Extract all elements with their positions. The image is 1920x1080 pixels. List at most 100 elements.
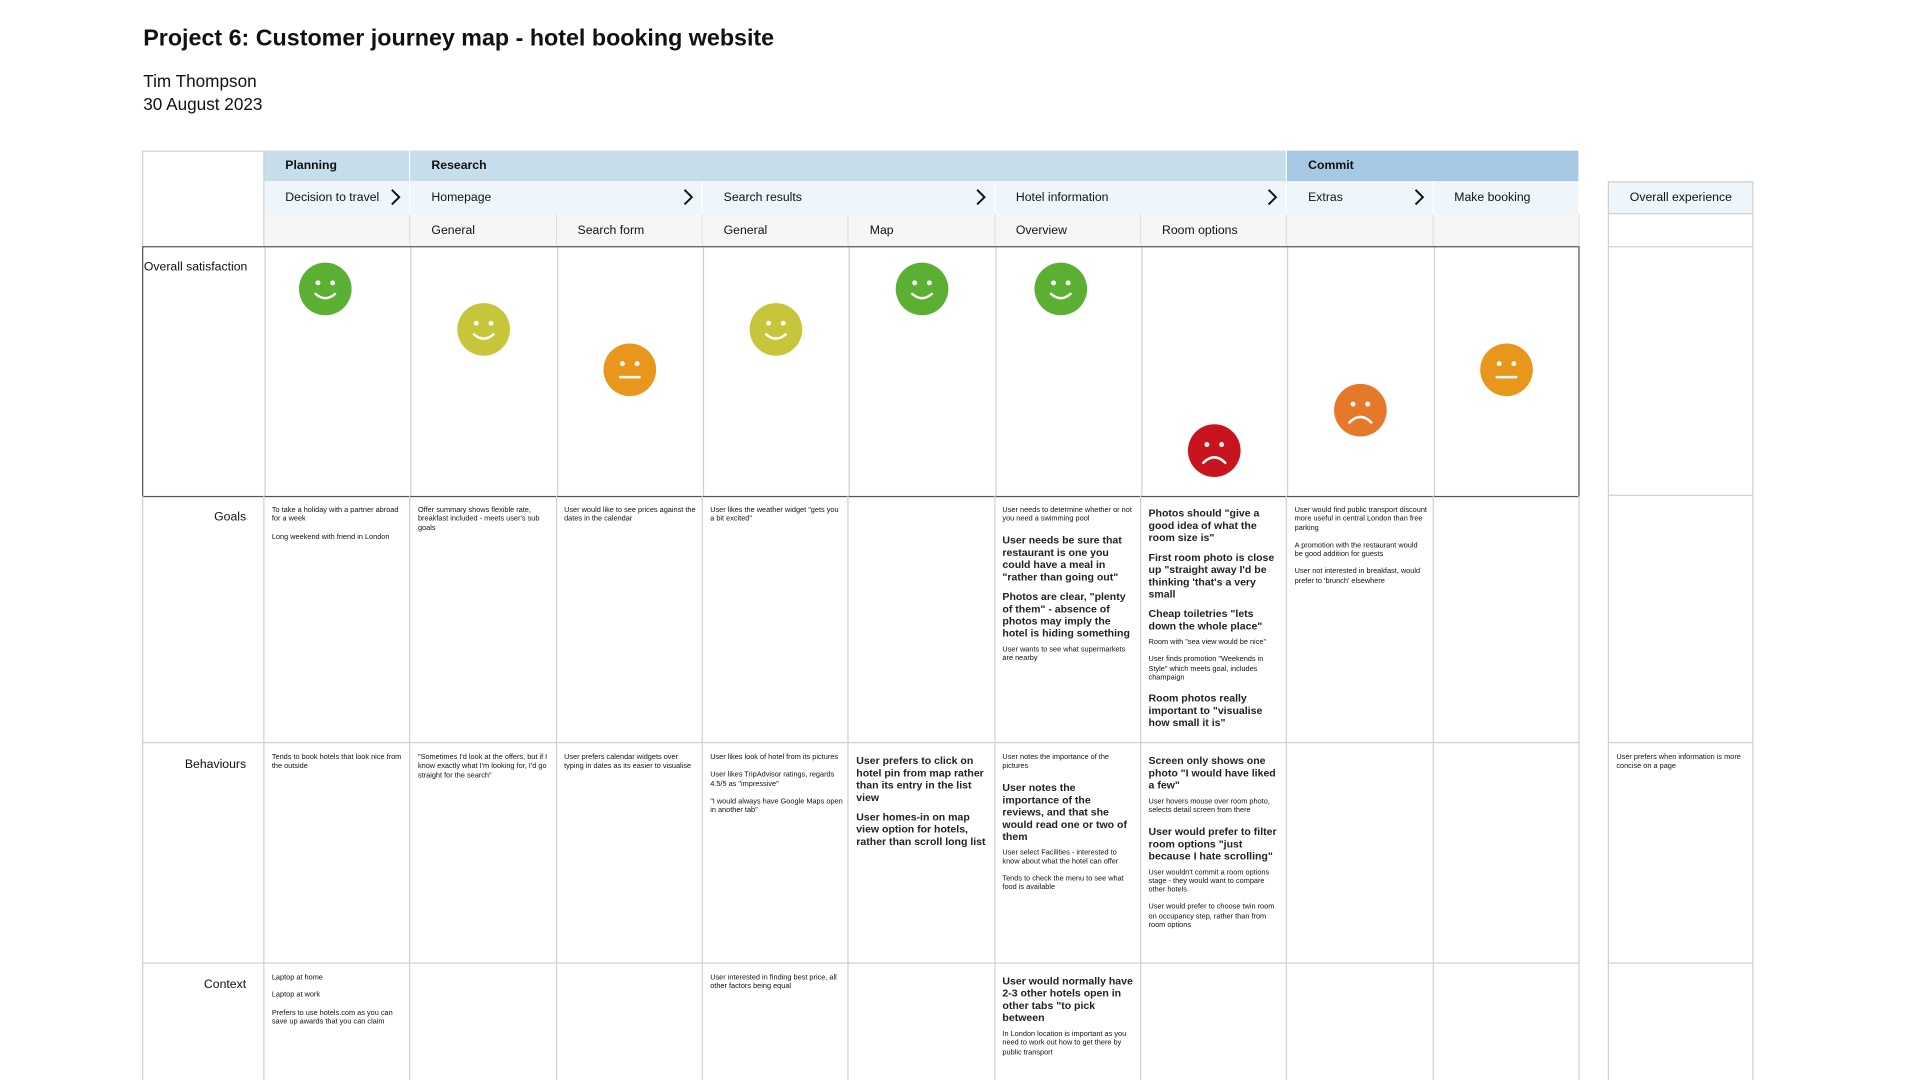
face-mouth	[1202, 456, 1227, 465]
lane-cell: User notes the importance of the picture…	[995, 743, 1142, 964]
satisfaction-cell	[556, 246, 703, 496]
label-column-header	[142, 150, 265, 247]
face-disc	[457, 303, 510, 356]
note: User not interested in breakfast, would …	[1294, 568, 1421, 586]
note: User notes the importance of the picture…	[1002, 754, 1110, 771]
face-eye	[1496, 361, 1502, 367]
face-disc	[1034, 262, 1088, 316]
step-arrow	[391, 189, 401, 206]
note: User select Facilities - interested to k…	[1002, 849, 1119, 866]
note: User finds promotion "Weekends in Style"…	[1148, 656, 1264, 682]
note: User needs be sure that restaurant is on…	[1002, 533, 1122, 583]
note: User likes look of hotel from its pictur…	[710, 754, 838, 762]
step-header: Extras	[1287, 181, 1434, 215]
face-disc	[603, 343, 657, 397]
note: User prefers when information is more co…	[1616, 754, 1741, 771]
step-arrow	[1268, 189, 1278, 206]
lane-cell	[1141, 963, 1288, 1080]
face-disc	[895, 262, 949, 316]
note: User would find public transport discoun…	[1294, 506, 1427, 533]
satisfaction-cell	[995, 246, 1141, 496]
note: First room photo is close up "straight a…	[1148, 551, 1275, 601]
lane-cell	[1433, 963, 1580, 1080]
face	[1034, 262, 1088, 316]
step-arrow	[976, 189, 986, 206]
note: User interested in finding best price, a…	[710, 974, 837, 991]
lane-cell	[1287, 963, 1434, 1080]
note: Laptop at work	[271, 992, 321, 1000]
substep-header: Search form	[556, 214, 703, 247]
substep-header	[1433, 214, 1580, 247]
face-eye	[1350, 401, 1356, 407]
substep-header: Map	[848, 214, 996, 247]
satisfaction-cell	[1287, 246, 1433, 496]
overall-satisfaction-cell	[1607, 246, 1754, 496]
satisfaction-cell	[264, 246, 410, 496]
note: Cheap toiletries "lets down the whole pl…	[1148, 607, 1263, 632]
lane-cell: User needs to determine whether or not y…	[995, 495, 1142, 744]
note: User would prefer to choose twin room on…	[1148, 904, 1275, 930]
satisfaction-cell	[848, 246, 995, 496]
face-eye	[1219, 442, 1225, 447]
note: Room with "sea view would be nice"	[1148, 639, 1267, 647]
note: User prefers calendar widgets over typin…	[564, 754, 692, 771]
lane-cell: User would like to see prices against th…	[556, 495, 703, 744]
face-eye	[634, 361, 640, 367]
note: Laptop at home	[271, 974, 323, 983]
face-mouth	[911, 292, 934, 300]
lane-cell	[557, 963, 703, 1080]
substep-header	[1287, 214, 1434, 247]
lane-cell	[411, 963, 557, 1080]
lane-cell: User likes the weather widget "gets you …	[702, 495, 849, 744]
author: Tim Thompson	[143, 71, 257, 91]
face-eye	[473, 320, 479, 326]
lane-cell: Offer summary shows flexible rate, break…	[410, 495, 557, 744]
substep-header: General	[702, 214, 849, 247]
face-eye	[1065, 280, 1071, 286]
note: Long weekend with friend in London	[271, 533, 390, 541]
face-mouth	[764, 333, 787, 340]
satisfaction-frame	[142, 246, 1580, 498]
note: User homes-in on map view option for hot…	[856, 810, 986, 848]
step-header: Homepage	[410, 181, 703, 215]
phase-header: Research	[410, 150, 1288, 182]
note: User needs to determine whether or not y…	[1002, 506, 1132, 524]
face-eye	[488, 320, 494, 326]
note: Tends to book hotels that look nice from…	[271, 754, 402, 771]
note: User would like to see prices against th…	[564, 506, 696, 524]
note: User notes the importance of the reviews…	[1002, 780, 1127, 842]
note: Photos are clear, "plenty of them" - abs…	[1002, 589, 1130, 639]
lane-cell	[1433, 495, 1580, 744]
note: User hovers mouse over room photo, selec…	[1148, 798, 1270, 815]
phase-header: Commit	[1287, 150, 1580, 182]
note: User wants to see what supermarkets are …	[1002, 646, 1126, 663]
face-eye	[330, 280, 336, 286]
face-mouth	[472, 333, 495, 340]
satisfaction-cell	[410, 246, 557, 496]
substep-header	[264, 214, 411, 247]
overall-subheader	[1607, 214, 1754, 247]
face-disc	[298, 262, 352, 316]
face	[749, 303, 803, 356]
step-header: Decision to travel	[264, 181, 411, 215]
face	[895, 262, 949, 316]
note: User would prefer to filter room options…	[1148, 824, 1277, 862]
face	[298, 262, 352, 316]
page-title: Project 6: Customer journey map - hotel …	[143, 25, 775, 52]
note: Room photos really important to "visuali…	[1148, 692, 1263, 729]
face-mouth	[1049, 292, 1072, 300]
lane-cell: User prefers calendar widgets over typin…	[556, 743, 703, 964]
satisfaction-cell	[1141, 246, 1287, 496]
face-disc	[1334, 383, 1387, 437]
substep-header: Room options	[1141, 214, 1288, 247]
overall-lane-cell: User prefers when information is more co…	[1607, 743, 1754, 964]
face-eye	[912, 280, 918, 286]
lane-cell: To take a holiday with a partner abroad …	[264, 495, 411, 744]
note: Tends to check the menu to see what food…	[1002, 875, 1124, 893]
lane-cell: User prefers to click on hotel pin from …	[848, 743, 996, 964]
lane-cell: User likes look of hotel from its pictur…	[702, 743, 849, 964]
step-arrow	[1414, 189, 1424, 206]
lane-cell: Photos should "give a good idea of what …	[1141, 495, 1288, 744]
note: Prefers to use hotels.com as you can sav…	[271, 1009, 393, 1026]
